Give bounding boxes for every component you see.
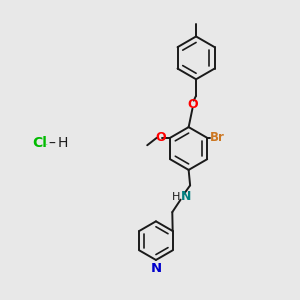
Text: N: N [150,262,161,275]
Text: H: H [57,136,68,150]
Text: –: – [48,136,55,151]
Text: HCl: HCl [46,144,49,145]
Text: Cl: Cl [33,136,47,150]
Text: O: O [155,131,166,144]
Text: O: O [188,98,198,111]
Text: N: N [181,190,191,203]
Text: H: H [172,192,180,202]
Text: Br: Br [210,131,225,144]
